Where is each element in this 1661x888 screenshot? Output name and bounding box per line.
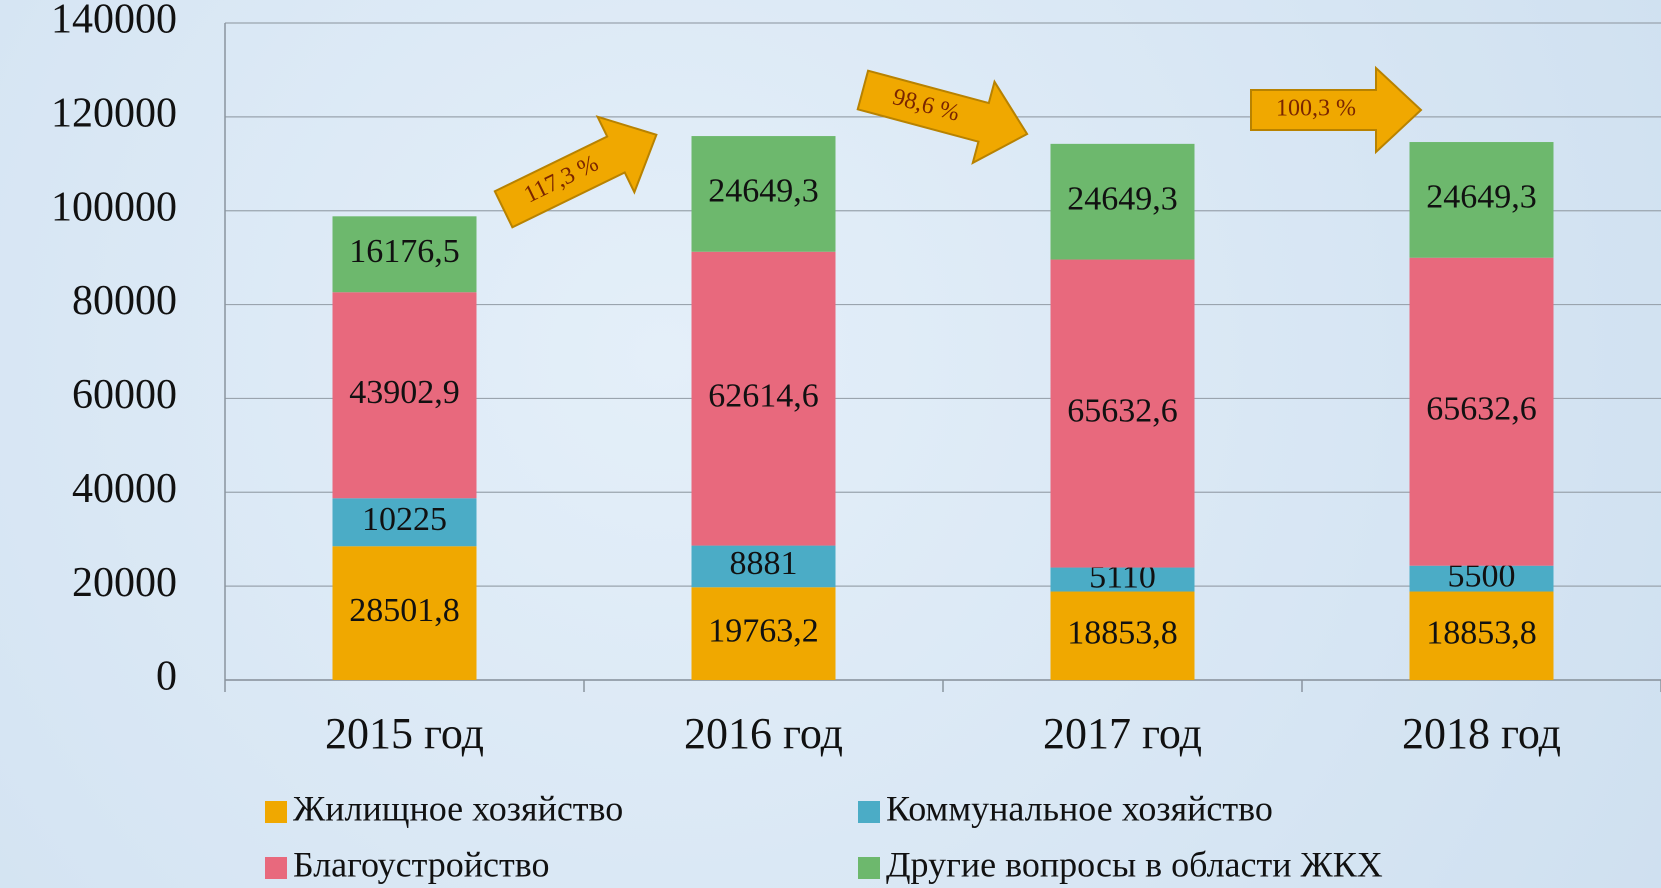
data-label: 19763,2	[708, 612, 819, 649]
legend-swatch	[858, 857, 880, 879]
bar-segment	[691, 136, 836, 252]
data-label: 62614,6	[708, 377, 819, 414]
data-label: 10225	[362, 501, 447, 538]
bar-segment	[1050, 567, 1195, 592]
data-label: 24649,3	[1067, 180, 1178, 217]
data-label: 16176,5	[349, 233, 460, 270]
legend-label: Коммунальное хозяйство	[886, 788, 1273, 828]
arrow-shape	[856, 69, 1029, 165]
y-tick-label: 120000	[51, 90, 177, 136]
legend-label: Жилищное хозяйство	[293, 788, 623, 828]
bar-segment	[1409, 142, 1554, 258]
bar-segment	[332, 292, 477, 499]
bar-segment	[1050, 143, 1195, 260]
y-tick-label: 140000	[51, 0, 177, 43]
arrow-shape	[493, 115, 658, 229]
bar-segment	[691, 545, 836, 588]
arrow-shape	[1250, 65, 1423, 155]
bar-segment	[1409, 257, 1554, 566]
legend-label: Другие вопросы в области ЖКХ	[886, 844, 1383, 884]
data-label: 18853,8	[1067, 615, 1178, 652]
bar-segment	[1409, 565, 1554, 592]
x-tick-label: 2015 год	[325, 709, 484, 758]
legend-swatch	[858, 801, 880, 823]
data-label: 28501,8	[349, 592, 460, 629]
y-tick-label: 100000	[51, 184, 177, 230]
arrow: 117,3 %	[493, 115, 658, 229]
legend-swatch	[265, 801, 287, 823]
bar-segment	[691, 251, 836, 546]
y-tick-label: 0	[156, 654, 177, 700]
bar-segment	[691, 587, 836, 680]
y-tick-label: 80000	[72, 278, 177, 324]
bar-segment	[1409, 591, 1554, 680]
data-label: 65632,6	[1067, 392, 1178, 429]
arrow-label: 100,3 %	[1276, 96, 1356, 122]
data-label: 65632,6	[1426, 391, 1537, 428]
data-label: 8881	[730, 545, 798, 582]
legend-label: Благоустройство	[293, 844, 550, 884]
bar-segment	[332, 216, 477, 293]
bar-segment	[332, 498, 477, 547]
arrow: 100,3 %	[1250, 65, 1423, 155]
legend-swatch	[265, 857, 287, 879]
bar-segment	[1050, 591, 1195, 680]
y-tick-label: 40000	[72, 466, 177, 512]
x-tick-label: 2016 год	[684, 709, 843, 758]
x-tick-label: 2017 год	[1043, 709, 1202, 758]
data-label: 43902,9	[349, 374, 460, 411]
data-label: 18853,8	[1426, 615, 1537, 652]
bar-segment	[1050, 259, 1195, 568]
y-tick-label: 20000	[72, 560, 177, 606]
data-label: 24649,3	[1426, 179, 1537, 216]
arrow: 98,6 %	[856, 69, 1029, 165]
x-tick-label: 2018 год	[1402, 709, 1561, 758]
data-label: 24649,3	[708, 173, 819, 210]
bar-segment	[332, 546, 477, 680]
y-tick-label: 60000	[72, 372, 177, 418]
